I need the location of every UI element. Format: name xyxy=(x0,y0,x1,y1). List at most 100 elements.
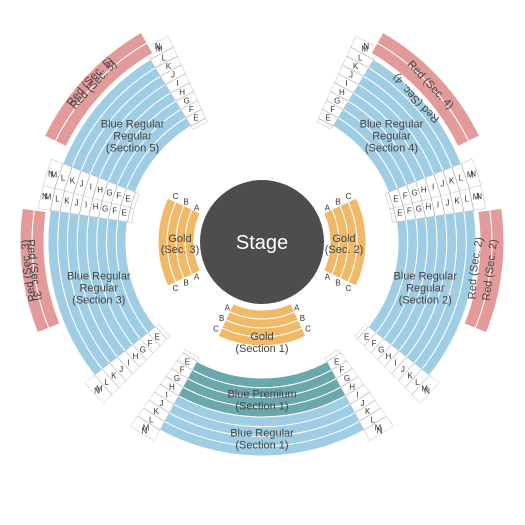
svg-text:C: C xyxy=(213,325,219,334)
svg-text:K: K xyxy=(70,176,76,185)
svg-text:F: F xyxy=(180,366,185,375)
svg-text:L: L xyxy=(358,53,363,62)
svg-text:C: C xyxy=(173,192,179,201)
svg-text:C: C xyxy=(346,192,352,201)
svg-text:E: E xyxy=(193,114,198,123)
svg-text:G: G xyxy=(334,96,340,105)
svg-text:Regular: Regular xyxy=(372,130,411,142)
svg-text:H: H xyxy=(133,352,139,361)
svg-text:C: C xyxy=(346,284,352,293)
svg-text:F: F xyxy=(189,105,194,114)
svg-text:G: G xyxy=(140,345,146,354)
svg-text:B: B xyxy=(300,314,305,323)
svg-text:F: F xyxy=(112,207,117,216)
svg-text:I: I xyxy=(356,391,358,400)
svg-text:J: J xyxy=(349,71,353,80)
svg-text:J: J xyxy=(160,399,164,408)
svg-text:A: A xyxy=(225,303,231,312)
svg-text:N: N xyxy=(377,426,383,435)
svg-text:(Section 2): (Section 2) xyxy=(399,295,452,307)
svg-text:F: F xyxy=(403,191,408,200)
svg-text:L: L xyxy=(149,415,154,424)
svg-text:B: B xyxy=(183,278,188,287)
svg-text:(Section 5): (Section 5) xyxy=(106,142,159,154)
svg-text:H: H xyxy=(93,203,99,212)
svg-text:A: A xyxy=(325,273,331,282)
svg-text:H: H xyxy=(421,185,427,194)
svg-text:B: B xyxy=(335,278,340,287)
svg-text:I: I xyxy=(345,79,347,88)
blue-1-label: Blue Regular xyxy=(230,428,294,440)
svg-text:A: A xyxy=(194,203,200,212)
svg-text:I: I xyxy=(90,182,92,191)
svg-text:(Section 3): (Section 3) xyxy=(72,295,125,307)
svg-text:K: K xyxy=(154,407,160,416)
svg-text:H: H xyxy=(426,203,432,212)
svg-text:N: N xyxy=(42,192,48,201)
svg-text:L: L xyxy=(104,378,109,387)
svg-text:B: B xyxy=(183,198,188,207)
svg-text:J: J xyxy=(440,179,444,188)
svg-text:J: J xyxy=(401,365,405,374)
svg-text:A: A xyxy=(194,273,200,282)
svg-text:L: L xyxy=(61,173,66,182)
svg-text:H: H xyxy=(386,352,392,361)
svg-text:K: K xyxy=(454,197,460,206)
gold-1-label2: (Section 1) xyxy=(235,343,288,355)
svg-text:E: E xyxy=(325,114,330,123)
svg-text:(Section 4): (Section 4) xyxy=(365,142,418,154)
svg-text:I: I xyxy=(395,358,397,367)
svg-text:B: B xyxy=(219,314,224,323)
stage-label: Stage xyxy=(236,232,288,254)
svg-text:F: F xyxy=(330,105,335,114)
svg-text:I: I xyxy=(176,79,178,88)
svg-text:J: J xyxy=(119,365,123,374)
svg-text:N: N xyxy=(155,42,161,51)
svg-text:F: F xyxy=(148,339,153,348)
svg-text:G: G xyxy=(378,345,384,354)
svg-text:H: H xyxy=(349,382,355,391)
svg-text:I: I xyxy=(85,201,87,210)
svg-text:K: K xyxy=(449,176,455,185)
svg-text:B: B xyxy=(335,198,340,207)
svg-text:H: H xyxy=(339,88,345,97)
gold-2-label2: (Sec. 2) xyxy=(325,244,364,256)
svg-text:N: N xyxy=(141,426,147,435)
svg-text:A: A xyxy=(294,303,300,312)
blue-5-label: Blue Regular xyxy=(101,118,165,130)
svg-text:G: G xyxy=(102,205,108,214)
svg-text:E: E xyxy=(397,209,402,218)
svg-text:(Section 1): (Section 1) xyxy=(235,440,288,452)
svg-text:F: F xyxy=(371,339,376,348)
svg-text:J: J xyxy=(75,199,79,208)
svg-text:L: L xyxy=(162,53,167,62)
svg-text:J: J xyxy=(80,179,84,188)
svg-text:J: J xyxy=(171,71,175,80)
svg-text:G: G xyxy=(106,188,112,197)
svg-text:C: C xyxy=(305,325,311,334)
svg-text:G: G xyxy=(416,205,422,214)
svg-text:J: J xyxy=(360,399,364,408)
svg-text:F: F xyxy=(407,207,412,216)
svg-text:N: N xyxy=(94,387,100,396)
svg-text:H: H xyxy=(179,88,185,97)
svg-text:N: N xyxy=(470,169,476,178)
svg-text:G: G xyxy=(411,188,417,197)
svg-text:E: E xyxy=(364,332,369,341)
blue-3-label: Blue Regular xyxy=(67,271,131,283)
gold-1-label: Gold xyxy=(250,331,273,343)
svg-text:F: F xyxy=(116,191,121,200)
svg-text:L: L xyxy=(55,195,60,204)
blue-2-label: Blue Regular xyxy=(393,271,457,283)
svg-text:H: H xyxy=(169,382,175,391)
svg-text:J: J xyxy=(445,199,449,208)
svg-text:K: K xyxy=(64,197,70,206)
svg-text:Regular: Regular xyxy=(79,283,118,295)
svg-text:H: H xyxy=(97,185,103,194)
svg-text:E: E xyxy=(122,209,127,218)
svg-text:N: N xyxy=(476,192,482,201)
svg-text:N: N xyxy=(424,387,430,396)
svg-text:C: C xyxy=(173,284,179,293)
svg-text:I: I xyxy=(166,391,168,400)
svg-text:Regular: Regular xyxy=(406,283,445,295)
